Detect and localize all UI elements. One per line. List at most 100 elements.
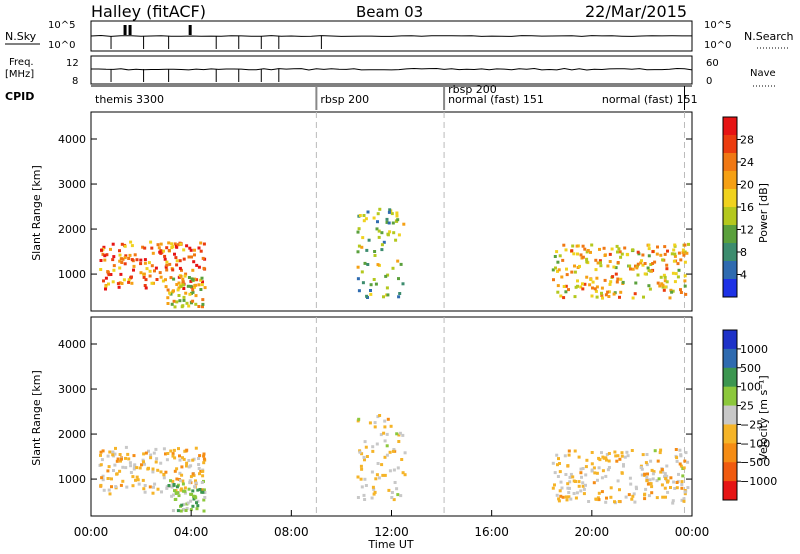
echo-cell bbox=[395, 487, 399, 491]
echo-cell bbox=[555, 250, 559, 254]
echo-cell bbox=[200, 276, 204, 280]
echo-cell bbox=[659, 275, 663, 279]
echo-cell bbox=[185, 461, 189, 465]
echo-cell bbox=[374, 477, 378, 481]
noise-sky-label: N.Sky bbox=[5, 30, 37, 43]
echo-cell bbox=[183, 486, 187, 490]
echo-cell bbox=[657, 477, 661, 481]
echo-cell bbox=[682, 253, 686, 257]
echo-cell bbox=[110, 477, 113, 481]
echo-cell bbox=[377, 476, 381, 480]
echo-cell bbox=[179, 285, 183, 288]
echo-cell bbox=[579, 471, 583, 475]
echo-cell bbox=[620, 252, 624, 256]
echo-cell bbox=[197, 283, 201, 287]
echo-cell bbox=[387, 488, 391, 492]
echo-cell bbox=[164, 470, 168, 474]
echo-cell bbox=[399, 262, 403, 266]
echo-cell bbox=[99, 259, 103, 262]
echo-cell bbox=[569, 497, 573, 501]
echo-cell bbox=[118, 259, 122, 263]
echo-cell bbox=[618, 250, 622, 254]
echo-cell bbox=[655, 479, 659, 483]
echo-cell bbox=[165, 486, 169, 490]
echo-cell bbox=[112, 264, 116, 268]
echo-cell bbox=[362, 214, 366, 217]
echo-cell bbox=[201, 280, 204, 284]
echo-cell bbox=[649, 263, 653, 266]
echo-cell bbox=[392, 498, 396, 502]
echo-cell bbox=[363, 498, 367, 501]
echo-cell bbox=[189, 508, 193, 512]
echo-cell bbox=[636, 262, 640, 266]
echo-cell bbox=[101, 449, 105, 453]
echo-cell bbox=[156, 487, 160, 491]
freq-tick-top: 12 bbox=[66, 58, 79, 69]
echo-cell bbox=[646, 266, 650, 270]
echo-cell bbox=[174, 497, 178, 501]
echo-cell bbox=[658, 451, 662, 455]
echo-cell bbox=[200, 283, 204, 287]
cpid-segment-label: rbsp 200 bbox=[448, 83, 497, 96]
echo-cell bbox=[664, 285, 668, 289]
echo-cell bbox=[120, 282, 124, 285]
y-tick-label: 3000 bbox=[58, 178, 86, 191]
echo-cell bbox=[99, 463, 103, 467]
y-tick-label: 2000 bbox=[58, 428, 86, 441]
echo-cell bbox=[102, 245, 106, 249]
echo-cell bbox=[107, 273, 111, 277]
echo-cell bbox=[167, 249, 171, 252]
echo-cell bbox=[177, 447, 180, 451]
echo-cell bbox=[683, 260, 687, 264]
echo-cell bbox=[107, 282, 110, 286]
echo-cell bbox=[366, 210, 370, 214]
echo-cell bbox=[659, 448, 663, 452]
echo-cell bbox=[395, 432, 399, 436]
echo-cell bbox=[111, 258, 115, 262]
echo-cell bbox=[555, 453, 559, 457]
echo-cell bbox=[171, 245, 175, 249]
velocity-colorbar-swatch bbox=[723, 405, 737, 425]
echo-cell bbox=[151, 491, 155, 495]
echo-cell bbox=[604, 293, 608, 297]
power-colorbar-swatch bbox=[723, 225, 737, 244]
echo-cell bbox=[189, 499, 193, 503]
velocity-ylabel: Slant Range [km] bbox=[30, 370, 43, 466]
echo-cell bbox=[620, 454, 624, 458]
echo-cell bbox=[617, 500, 621, 503]
echo-cell bbox=[393, 481, 397, 484]
echo-cell bbox=[684, 292, 688, 296]
echo-cell bbox=[386, 293, 390, 297]
echo-cell bbox=[684, 451, 688, 455]
echo-cell bbox=[127, 257, 131, 260]
echo-cell bbox=[161, 279, 165, 283]
echo-cell bbox=[385, 286, 389, 290]
echo-cell bbox=[100, 248, 103, 252]
echo-cell bbox=[175, 485, 179, 489]
echo-cell bbox=[194, 446, 198, 450]
echo-cell bbox=[389, 424, 393, 428]
echo-cell bbox=[634, 281, 638, 285]
echo-cell bbox=[568, 480, 572, 484]
echo-cell bbox=[166, 288, 170, 292]
echo-cell bbox=[678, 462, 682, 466]
echo-cell bbox=[106, 469, 110, 473]
echo-cell bbox=[627, 493, 631, 497]
echo-cell bbox=[366, 263, 370, 266]
y-tick-label: 3000 bbox=[58, 383, 86, 396]
echo-cell bbox=[185, 448, 189, 452]
echo-cell bbox=[663, 279, 667, 283]
echo-cell bbox=[681, 474, 685, 478]
echo-cell bbox=[400, 458, 404, 461]
echo-cell bbox=[598, 247, 601, 251]
echo-cell bbox=[181, 277, 185, 281]
cpid-segment-label: themis 3300 bbox=[95, 93, 164, 106]
echo-cell bbox=[182, 295, 186, 299]
echo-cell bbox=[619, 277, 623, 281]
x-tick-label: 12:00 bbox=[374, 525, 409, 539]
echo-cell bbox=[376, 415, 380, 419]
power-colorbar-tick-label: 24 bbox=[740, 156, 754, 169]
echo-cell bbox=[159, 470, 163, 474]
echo-cell bbox=[159, 275, 163, 279]
echo-cell bbox=[680, 483, 684, 486]
